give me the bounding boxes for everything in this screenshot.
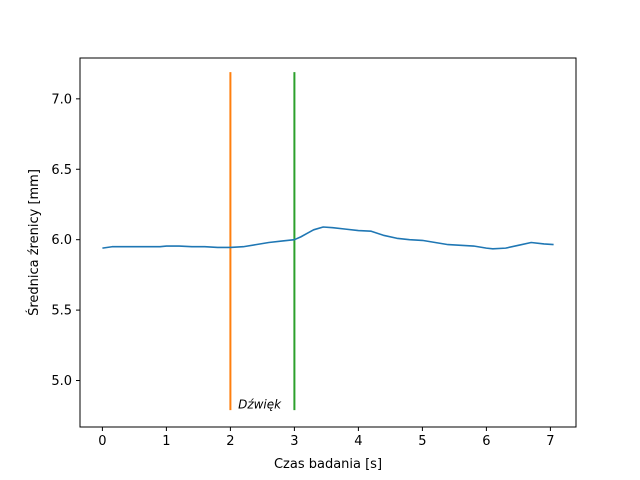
x-tick-label: 5 <box>418 434 426 449</box>
y-tick-label: 6.5 <box>51 163 72 178</box>
x-axis-label: Czas badania [s] <box>274 457 382 472</box>
x-tick-label: 3 <box>290 434 298 449</box>
annotation-sound: Dźwięk <box>238 398 282 412</box>
y-axis-label: Średnica źrenicy [mm] <box>26 169 42 316</box>
x-tick-label: 1 <box>162 434 170 449</box>
y-tick-label: 6.0 <box>51 233 72 248</box>
y-tick-label: 5.0 <box>51 374 72 389</box>
x-tick-label: 0 <box>98 434 106 449</box>
y-tick-label: 5.5 <box>51 304 72 319</box>
x-axis-ticks: 0 1 2 3 4 5 6 7 <box>98 427 555 449</box>
x-tick-label: 4 <box>354 434 362 449</box>
series-group <box>102 226 554 250</box>
x-tick-label: 6 <box>482 434 490 449</box>
y-tick-label: 7.0 <box>51 92 72 107</box>
x-tick-label: 7 <box>546 434 554 449</box>
y-axis-ticks: 5.0 5.5 6.0 6.5 7.0 <box>51 92 80 389</box>
series-line-0 <box>102 226 554 250</box>
plot-frame <box>79 57 577 428</box>
vertical-markers <box>229 72 296 411</box>
x-tick-label: 2 <box>226 434 234 449</box>
